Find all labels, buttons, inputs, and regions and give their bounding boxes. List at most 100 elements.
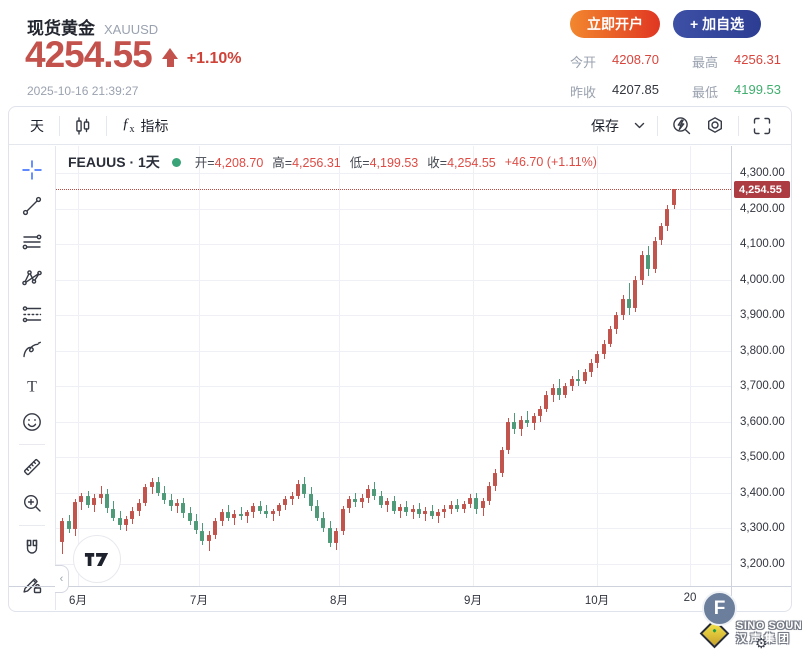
tradingview-icon (84, 552, 109, 566)
candle-wick (241, 507, 242, 520)
save-button[interactable]: 保存 (582, 112, 628, 140)
candle-body (99, 494, 103, 498)
candle-body (360, 497, 364, 503)
price-axis-label: 3,600.00 (740, 416, 785, 428)
tool-brush-button[interactable] (14, 332, 50, 368)
stat-value: 4207.85 (612, 82, 659, 97)
candle-body (640, 254, 644, 280)
candle-body (181, 502, 185, 513)
stat-label: 昨收 (570, 85, 597, 100)
tool-ruler-button[interactable] (14, 449, 50, 485)
candle-body (506, 421, 510, 451)
ruler-icon (24, 459, 41, 476)
stat-label: 今开 (570, 55, 597, 70)
horizontal-line-icon (22, 234, 42, 250)
candle-body (118, 517, 122, 525)
stats-grid: 今开 4208.70 最高 4256.31 昨收 4207.85 最低 4199.53 (570, 52, 792, 101)
toolbar-divider (59, 115, 60, 136)
tool-parallel-channel-button[interactable] (14, 296, 50, 332)
candle-body (544, 394, 548, 409)
svg-text:T: T (27, 379, 37, 396)
interval-button[interactable]: 天 (21, 112, 53, 140)
candle-body (379, 496, 383, 505)
candle-wick (413, 505, 414, 520)
tool-trend-line-button[interactable] (14, 188, 50, 224)
candle-wick (527, 411, 528, 427)
tradingview-logo[interactable] (73, 535, 121, 583)
candle-body (404, 507, 408, 513)
price-axis-label: 3,200.00 (740, 558, 785, 570)
fullscreen-button[interactable] (745, 111, 779, 141)
tool-zoom-in-button[interactable] (14, 485, 50, 521)
candle-style-button[interactable] (66, 111, 100, 141)
candle-body (79, 496, 83, 503)
price-axis[interactable]: 4,300.00 4,200.00 4,100.00 4,000.00 3,900.00… (731, 146, 791, 610)
brand-name-en: SINO SOUND (736, 620, 802, 632)
add-watchlist-button[interactable]: + 加自选 (673, 10, 762, 38)
candle-body (595, 354, 599, 363)
candle-body (73, 502, 77, 530)
candle-wick (247, 509, 248, 523)
price-axis-label: 4,300.00 (740, 167, 785, 179)
quick-search-icon (673, 116, 691, 134)
xabcd-pattern-icon (22, 270, 42, 286)
toolbar-divider (738, 115, 739, 136)
candle-body (213, 520, 217, 535)
price-axis-label: 3,400.00 (740, 487, 785, 499)
gridline-h (56, 493, 731, 494)
sidebar-divider (19, 444, 45, 445)
candle-body (283, 499, 287, 505)
price-axis-label: 3,500.00 (740, 451, 785, 463)
stat-label: 最高 (692, 55, 719, 70)
candle-body (277, 505, 281, 511)
candle-body (207, 534, 211, 542)
save-menu-button[interactable] (628, 118, 651, 134)
candle-body (449, 505, 453, 509)
gridline-v (690, 146, 691, 586)
price-up-arrow-icon (161, 47, 179, 69)
open-account-button[interactable]: 立即开户 (570, 10, 660, 38)
candle-body (251, 506, 255, 513)
candle-body (372, 488, 376, 497)
chart-pane[interactable]: FEAUUS · 1天 开=4,208.70 高=4,256.31 低=4,199.… (55, 146, 731, 593)
candle-body (156, 481, 160, 493)
current-price-tag: 4,254.55 (734, 181, 790, 198)
candle-body (220, 512, 224, 521)
legend-change: +46.70 (+1.11%) (504, 155, 597, 169)
page-title: 现货黄金 (27, 19, 95, 38)
save-label: 保存 (591, 117, 619, 134)
candle-body (455, 505, 459, 509)
time-axis[interactable]: 6月 7月 8月 9月 10月 20 (9, 586, 791, 610)
price-axis-label: 3,700.00 (740, 380, 785, 392)
settings-button[interactable] (698, 111, 732, 141)
series-title[interactable]: FEAUUS · 1天 (68, 154, 160, 170)
tool-crosshair-button[interactable] (14, 152, 50, 188)
indicators-button[interactable]: ƒx 指标 (113, 112, 178, 140)
gridline-v (339, 146, 340, 586)
quick-search-button[interactable] (664, 111, 698, 141)
candle-body (551, 387, 555, 395)
candle-body (302, 483, 306, 495)
drawing-tools-sidebar: T (9, 146, 56, 610)
tool-text-button[interactable]: T (14, 368, 50, 404)
candle-body (665, 208, 669, 227)
sidebar-divider (19, 525, 45, 526)
candlestick-icon (76, 116, 90, 135)
ohlc-item: 高=4,256.31 (272, 156, 341, 170)
tool-xabcd-pattern-button[interactable] (14, 260, 50, 296)
collapse-sidebar-button[interactable]: ‹ (55, 565, 69, 593)
gridline-v (473, 146, 474, 586)
tool-magnet-button[interactable] (14, 530, 50, 566)
candle-body (602, 343, 606, 355)
candle-body (436, 512, 440, 516)
candle-body (532, 416, 536, 424)
gridline-h (56, 209, 731, 210)
candle-body (430, 510, 434, 516)
candle-body (130, 510, 134, 520)
chart-toolbar: 天 ƒx 指标 保存 (9, 107, 791, 145)
tool-horizontal-line-button[interactable] (14, 224, 50, 260)
candle-body (86, 496, 90, 505)
candle-body (481, 501, 485, 509)
brush-icon (23, 341, 41, 358)
tool-emoji-button[interactable] (14, 404, 50, 440)
